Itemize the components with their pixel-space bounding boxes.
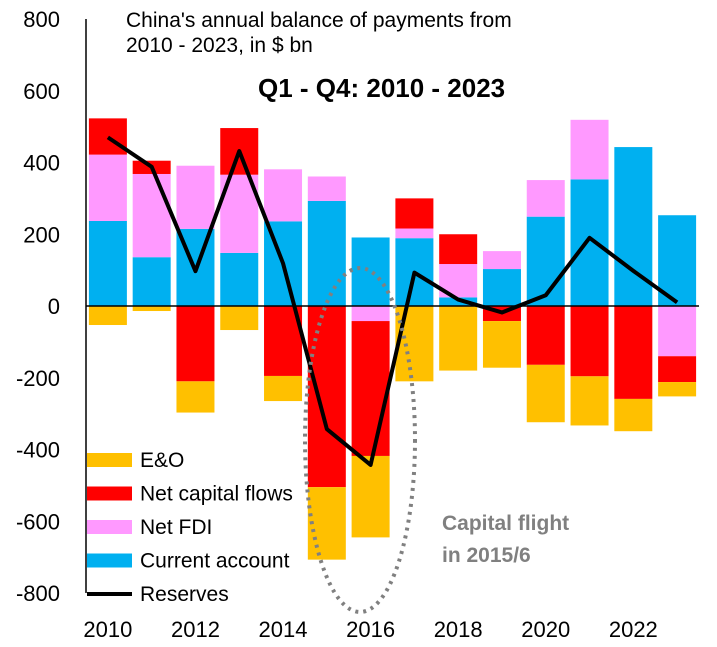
bar-segment [176, 381, 215, 413]
bar-segment [570, 376, 609, 426]
y-tick-label: 800 [23, 7, 60, 32]
bar-segment [176, 165, 215, 229]
legend-label: E&O [140, 449, 184, 472]
bar-segment [132, 257, 171, 306]
x-tick-label: 2012 [171, 617, 220, 642]
legend-label: Reserves [140, 583, 229, 606]
bar-segment [351, 455, 390, 538]
legend-label: Current account [140, 550, 290, 573]
bar-segment [658, 382, 697, 397]
bar-segment [264, 169, 303, 222]
legend: E&O Net capital flows Net FDI Current accou… [87, 449, 293, 606]
chart-subtitle: Q1 - Q4: 2010 - 2023 [258, 73, 505, 103]
bar-segment [439, 306, 478, 371]
x-tick-label: 2018 [434, 617, 483, 642]
bar-segment [176, 306, 215, 382]
legend-swatch [87, 520, 132, 534]
y-tick-label: -400 [16, 438, 60, 463]
bar-segment [526, 364, 565, 423]
bar-segment [132, 306, 171, 312]
bar-segment [351, 306, 390, 322]
y-tick-label: 600 [23, 79, 60, 104]
x-tick-label: 2020 [521, 617, 570, 642]
bar-segment [351, 321, 390, 456]
bar-segment [132, 173, 171, 258]
x-tick-label: 2010 [83, 617, 132, 642]
annotation-line-2: in 2015/6 [442, 544, 531, 567]
bar-segment [88, 118, 127, 155]
bar-segment [658, 306, 697, 357]
annotation-line-1: Capital flight [442, 512, 569, 535]
y-axis-tick-labels: 800 600 400 200 0 -200 -400 -600 -800 [16, 7, 60, 606]
legend-swatch [87, 453, 132, 467]
bar-segment [88, 154, 127, 221]
bar-segment [395, 228, 434, 239]
bar-segment [351, 237, 390, 306]
legend-label: Net capital flows [140, 483, 293, 506]
bar-segment [439, 297, 478, 306]
chart-title-line-2: 2010 - 2023, in $ bn [126, 34, 313, 57]
x-tick-label: 2016 [346, 617, 395, 642]
capital-flight-ellipse [303, 266, 417, 614]
bar-segment [526, 306, 565, 365]
bar-segment [482, 251, 521, 270]
bar-segment [482, 269, 521, 306]
bar-segment [614, 398, 653, 432]
bar-segment [395, 198, 434, 229]
bar-segment [614, 306, 653, 399]
x-tick-label: 2022 [609, 617, 658, 642]
x-axis-tick-labels: 2010 2012 2014 2016 2018 2020 2022 [83, 617, 657, 642]
bar-segment [307, 487, 346, 560]
x-tick-label: 2014 [259, 617, 308, 642]
bar-segment [570, 179, 609, 306]
reserves-line-series [106, 135, 679, 467]
reserves-line [106, 135, 679, 467]
bar-segment [570, 306, 609, 377]
bar-segment [570, 119, 609, 180]
y-tick-label: 200 [23, 222, 60, 247]
y-tick-label: -200 [16, 366, 60, 391]
chart-title-line-1: China's annual balance of payments from [126, 9, 512, 32]
bar-segment [307, 200, 346, 306]
bar-segment [264, 375, 303, 402]
y-tick-label: -600 [16, 509, 60, 534]
bar-segment [220, 252, 259, 306]
bar-segment [307, 176, 346, 201]
bar-segment [88, 306, 127, 326]
bar-segment [526, 216, 565, 306]
bar-segment [482, 321, 521, 368]
legend-label: Net FDI [140, 516, 212, 539]
y-tick-label: -800 [16, 581, 60, 606]
bar-segment [395, 306, 434, 382]
bar-segment [307, 306, 346, 488]
legend-swatch [87, 486, 132, 501]
bar-segment [658, 356, 697, 383]
bar-series [88, 118, 697, 560]
bar-segment [439, 234, 478, 265]
bar-segment [220, 306, 259, 331]
y-tick-label: 0 [48, 294, 60, 319]
bar-segment [526, 180, 565, 217]
bar-segment [88, 220, 127, 306]
legend-swatch [87, 553, 132, 568]
y-tick-label: 400 [23, 151, 60, 176]
